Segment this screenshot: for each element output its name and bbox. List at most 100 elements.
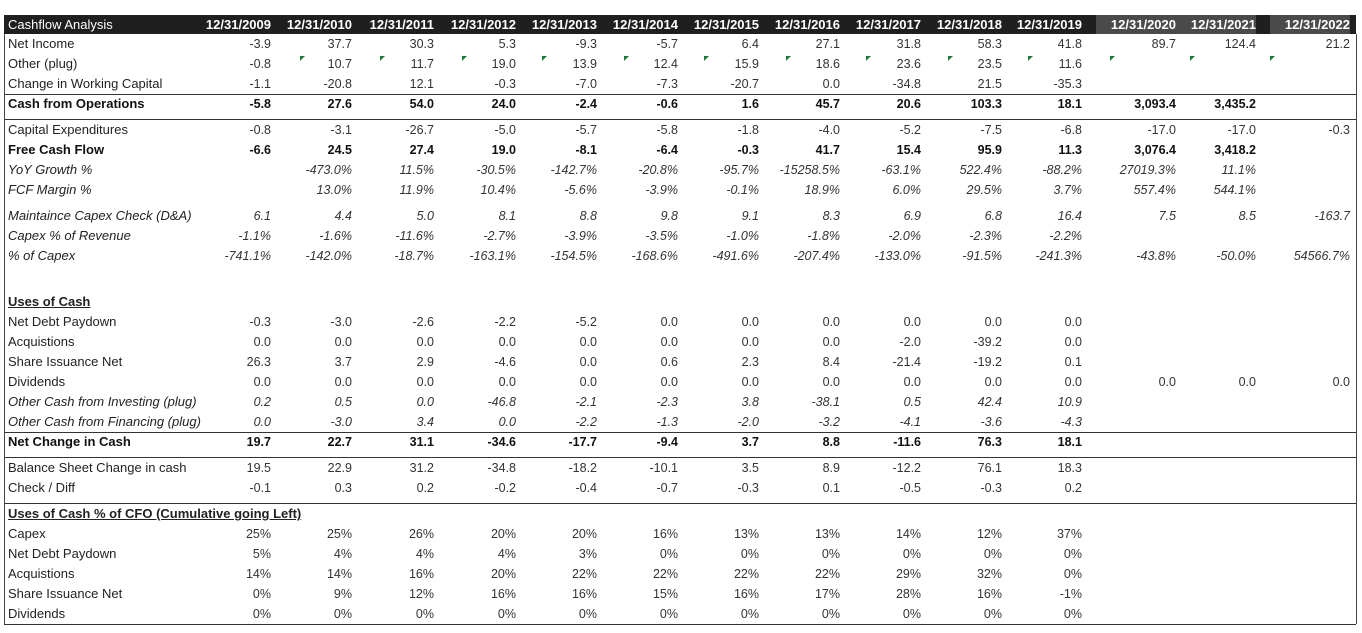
- table-cell[interactable]: 10.9: [1057, 395, 1082, 409]
- table-cell[interactable]: 0%: [740, 607, 759, 621]
- table-cell[interactable]: 16%: [733, 587, 759, 601]
- table-cell[interactable]: 3%: [578, 547, 597, 561]
- table-cell[interactable]: 0.0: [984, 375, 1002, 389]
- table-cell[interactable]: 4%: [333, 547, 352, 561]
- table-cell[interactable]: 16.4: [1057, 209, 1082, 223]
- table-cell[interactable]: -34.8: [487, 461, 517, 475]
- table-cell[interactable]: 19.7: [246, 435, 271, 449]
- table-cell[interactable]: -0.5: [899, 481, 921, 495]
- table-cell[interactable]: -1.1%: [238, 229, 271, 243]
- table-cell[interactable]: 0.0: [822, 375, 840, 389]
- table-cell[interactable]: -11.6: [893, 435, 921, 449]
- table-cell[interactable]: 0.2: [1064, 481, 1082, 495]
- table-cell[interactable]: 0.0: [1064, 375, 1082, 389]
- table-cell[interactable]: -5.2: [575, 315, 597, 329]
- table-cell[interactable]: -7.3: [656, 77, 678, 91]
- table-cell[interactable]: -3.5%: [645, 229, 678, 243]
- table-cell[interactable]: 30.3: [409, 37, 434, 51]
- table-cell[interactable]: 0.0: [416, 375, 434, 389]
- table-cell[interactable]: 45.7: [815, 97, 840, 111]
- table-cell[interactable]: 37%: [1056, 527, 1082, 541]
- table-cell[interactable]: 1.6: [741, 97, 759, 111]
- table-cell[interactable]: 0.1: [1064, 355, 1082, 369]
- table-cell[interactable]: -19.2: [973, 355, 1003, 369]
- table-cell[interactable]: 18.6: [815, 57, 840, 71]
- table-cell[interactable]: 12.4: [653, 57, 678, 71]
- table-cell[interactable]: 20%: [571, 527, 597, 541]
- table-cell[interactable]: -0.3: [737, 481, 759, 495]
- table-cell[interactable]: 24.0: [491, 97, 516, 111]
- table-cell[interactable]: 8.3: [822, 209, 840, 223]
- table-cell[interactable]: 4%: [497, 547, 516, 561]
- table-cell[interactable]: 4.4: [334, 209, 352, 223]
- table-cell[interactable]: 18.3: [1057, 461, 1082, 475]
- table-cell[interactable]: 0.0: [660, 375, 678, 389]
- table-cell[interactable]: -2.0: [899, 335, 921, 349]
- table-cell[interactable]: 42.4: [977, 395, 1002, 409]
- table-cell[interactable]: 11.5%: [399, 163, 434, 177]
- table-cell[interactable]: 9%: [333, 587, 352, 601]
- table-cell[interactable]: 0%: [578, 607, 597, 621]
- table-cell[interactable]: 16%: [571, 587, 597, 601]
- table-cell[interactable]: 13%: [733, 527, 759, 541]
- table-cell[interactable]: 14%: [326, 567, 352, 581]
- table-cell[interactable]: 10.7: [327, 57, 352, 71]
- table-cell[interactable]: 29%: [895, 567, 921, 581]
- table-cell[interactable]: 0.2: [253, 395, 271, 409]
- table-cell[interactable]: 0%: [659, 607, 678, 621]
- table-cell[interactable]: -0.8: [249, 123, 271, 137]
- table-cell[interactable]: -38.1: [811, 395, 841, 409]
- table-cell[interactable]: 22%: [733, 567, 759, 581]
- table-cell[interactable]: 3,435.2: [1214, 97, 1256, 111]
- table-cell[interactable]: 544.1%: [1213, 183, 1256, 197]
- table-cell[interactable]: 27019.3%: [1119, 163, 1176, 177]
- table-cell[interactable]: 5.3: [498, 37, 516, 51]
- table-cell[interactable]: 13.9: [572, 57, 597, 71]
- table-cell[interactable]: -0.8: [249, 57, 271, 71]
- table-cell[interactable]: 522.4%: [959, 163, 1002, 177]
- table-cell[interactable]: -2.2: [494, 315, 516, 329]
- table-cell[interactable]: 0%: [983, 547, 1002, 561]
- table-cell[interactable]: -12.2: [892, 461, 922, 475]
- table-cell[interactable]: -142.0%: [305, 249, 352, 263]
- table-cell[interactable]: -491.6%: [712, 249, 759, 263]
- table-cell[interactable]: 18.9%: [804, 183, 840, 197]
- table-cell[interactable]: 8.1: [498, 209, 516, 223]
- table-cell[interactable]: 0.0: [416, 395, 434, 409]
- table-cell[interactable]: 8.9: [822, 461, 840, 475]
- table-cell[interactable]: -4.1: [899, 415, 921, 429]
- table-cell[interactable]: 54566.7%: [1293, 249, 1350, 263]
- table-cell[interactable]: 76.1: [977, 461, 1002, 475]
- table-cell[interactable]: -163.1%: [469, 249, 516, 263]
- table-cell[interactable]: 0.1: [822, 481, 840, 495]
- table-cell[interactable]: 0%: [497, 607, 516, 621]
- table-cell[interactable]: 22%: [571, 567, 597, 581]
- table-cell[interactable]: -0.7: [656, 481, 678, 495]
- table-cell[interactable]: 13%: [814, 527, 840, 541]
- table-cell[interactable]: 12.1: [409, 77, 434, 91]
- table-cell[interactable]: 3.7%: [1053, 183, 1083, 197]
- table-cell[interactable]: -17.0: [1227, 123, 1257, 137]
- table-cell[interactable]: -20.8: [323, 77, 353, 91]
- table-cell[interactable]: -2.1: [575, 395, 597, 409]
- table-cell[interactable]: 15.4: [896, 143, 921, 157]
- table-cell[interactable]: 26.3: [246, 355, 271, 369]
- table-cell[interactable]: -15258.5%: [779, 163, 840, 177]
- table-cell[interactable]: 0.0: [822, 335, 840, 349]
- table-cell[interactable]: -30.5%: [476, 163, 516, 177]
- table-cell[interactable]: -20.8%: [638, 163, 678, 177]
- table-cell[interactable]: -2.0: [737, 415, 759, 429]
- table-cell[interactable]: -18.2: [568, 461, 598, 475]
- table-cell[interactable]: 557.4%: [1133, 183, 1176, 197]
- table-cell[interactable]: 10.4%: [480, 183, 516, 197]
- table-cell[interactable]: 23.6: [896, 57, 921, 71]
- table-cell[interactable]: 28%: [895, 587, 921, 601]
- table-cell[interactable]: -1.6%: [319, 229, 352, 243]
- table-cell[interactable]: -1.0%: [726, 229, 759, 243]
- table-cell[interactable]: 3,093.4: [1134, 97, 1176, 111]
- table-cell[interactable]: 22.7: [327, 435, 352, 449]
- table-cell[interactable]: -26.7: [405, 123, 435, 137]
- table-cell[interactable]: 3.7: [741, 435, 759, 449]
- table-cell[interactable]: 76.3: [977, 435, 1002, 449]
- table-cell[interactable]: 0.0: [660, 315, 678, 329]
